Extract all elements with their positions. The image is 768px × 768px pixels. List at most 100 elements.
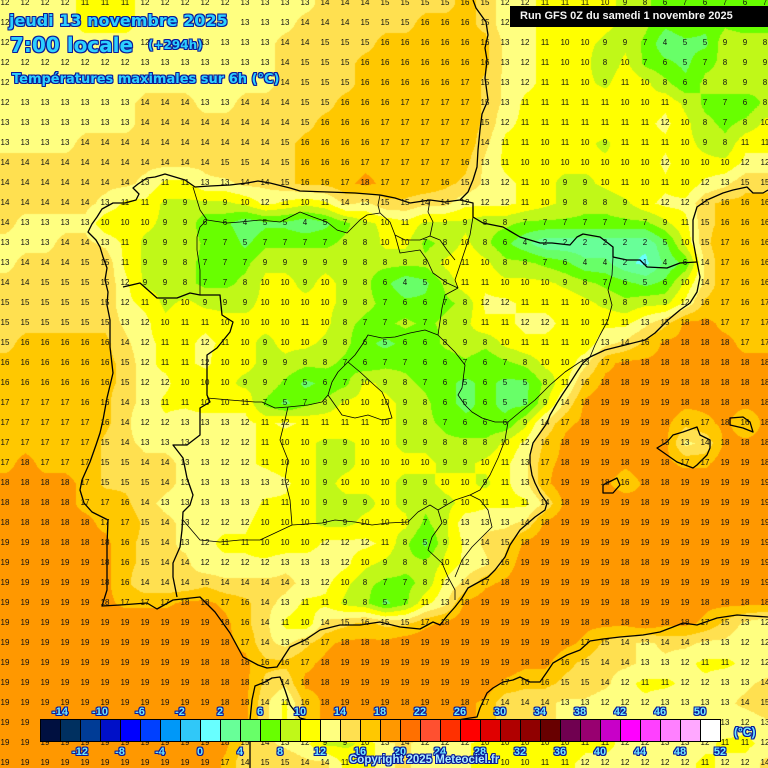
grid-value: 8: [722, 138, 728, 147]
grid-value: 14: [20, 158, 30, 167]
grid-value: 14: [60, 178, 70, 187]
grid-value: 17: [40, 418, 50, 427]
grid-value: 7: [382, 578, 388, 587]
grid-value: 11: [620, 318, 630, 327]
grid-value: 19: [60, 678, 70, 687]
grid-value: 19: [140, 618, 150, 627]
grid-value: 15: [420, 0, 430, 7]
grid-value: 19: [680, 578, 690, 587]
grid-value: 12: [0, 98, 10, 107]
grid-value: 11: [520, 338, 530, 347]
grid-value: 15: [120, 378, 130, 387]
grid-value: 6: [702, 0, 708, 7]
grid-value: 12: [40, 58, 50, 67]
grid-value: 6: [422, 338, 428, 347]
grid-value: 11: [420, 598, 430, 607]
grid-value: 7: [402, 358, 408, 367]
grid-value: 19: [360, 658, 370, 667]
grid-value: 13: [500, 58, 510, 67]
grid-value: 8: [362, 278, 368, 287]
grid-value: 17: [400, 158, 410, 167]
grid-value: 16: [320, 178, 330, 187]
grid-value: 6: [422, 298, 428, 307]
grid-value: 10: [380, 518, 390, 527]
grid-value: 10: [540, 198, 550, 207]
grid-value: 14: [620, 638, 630, 647]
grid-value: 19: [520, 598, 530, 607]
grid-value: 15: [380, 198, 390, 207]
grid-value: 19: [20, 658, 30, 667]
grid-value: 19: [560, 518, 570, 527]
grid-value: 7: [202, 258, 208, 267]
grid-value: 6: [622, 278, 628, 287]
grid-value: 17: [80, 478, 90, 487]
grid-value: 16: [320, 118, 330, 127]
grid-value: 10: [280, 278, 290, 287]
legend-swatch: [521, 720, 540, 741]
legend-swatch: [101, 720, 120, 741]
grid-value: 13: [180, 538, 190, 547]
grid-value: 13: [300, 558, 310, 567]
grid-value: 19: [420, 698, 430, 707]
grid-value: 13: [740, 618, 750, 627]
grid-value: 15: [360, 38, 370, 47]
grid-value: 13: [740, 678, 750, 687]
grid-value: 11: [620, 178, 630, 187]
grid-value: 7: [202, 238, 208, 247]
legend-label-top: 22: [413, 706, 427, 718]
grid-value: 12: [60, 58, 70, 67]
grid-value: 10: [380, 498, 390, 507]
grid-value: 19: [20, 538, 30, 547]
grid-value: 16: [120, 558, 130, 567]
grid-value: 14: [180, 138, 190, 147]
legend-label-top: 42: [613, 706, 627, 718]
grid-value: 16: [20, 358, 30, 367]
grid-value: 15: [760, 178, 768, 187]
grid-value: 19: [360, 678, 370, 687]
legend-label-bottom: 52: [713, 746, 727, 758]
grid-value: 14: [320, 0, 330, 7]
grid-value: 19: [160, 758, 170, 767]
grid-value: 16: [40, 378, 50, 387]
grid-value: 19: [80, 618, 90, 627]
grid-value: 9: [602, 38, 608, 47]
grid-value: 2: [582, 238, 588, 247]
grid-value: 10: [580, 338, 590, 347]
grid-value: 19: [580, 498, 590, 507]
grid-value: 15: [280, 178, 290, 187]
legend-label-bottom: 0: [196, 746, 204, 758]
grid-value: 6: [662, 58, 668, 67]
grid-value: 14: [700, 278, 710, 287]
grid-value: 17: [420, 158, 430, 167]
grid-value: 19: [20, 698, 30, 707]
grid-value: 19: [660, 558, 670, 567]
grid-value: 9: [602, 78, 608, 87]
grid-value: 11: [460, 278, 470, 287]
grid-value: 11: [260, 418, 270, 427]
grid-value: 9: [242, 298, 248, 307]
grid-value: 12: [200, 358, 210, 367]
grid-value: 19: [620, 538, 630, 547]
grid-value: 7: [402, 578, 408, 587]
grid-value: 19: [100, 698, 110, 707]
grid-value: 10: [720, 158, 730, 167]
grid-value: 14: [40, 258, 50, 267]
grid-value: 10: [560, 738, 570, 747]
grid-value: 14: [160, 578, 170, 587]
grid-value: 17: [480, 578, 490, 587]
grid-value: 19: [200, 638, 210, 647]
grid-value: 10: [380, 238, 390, 247]
grid-value: 12: [220, 458, 230, 467]
grid-value: 9: [562, 178, 568, 187]
grid-value: 11: [480, 498, 490, 507]
grid-value: 13: [320, 558, 330, 567]
grid-value: 12: [120, 278, 130, 287]
grid-value: 19: [60, 598, 70, 607]
grid-value: 18: [320, 658, 330, 667]
grid-value: 10: [640, 98, 650, 107]
legend-label-bottom: 44: [633, 746, 647, 758]
grid-value: 17: [400, 178, 410, 187]
grid-value: 10: [580, 38, 590, 47]
grid-value: 11: [620, 138, 630, 147]
grid-value: 12: [240, 518, 250, 527]
